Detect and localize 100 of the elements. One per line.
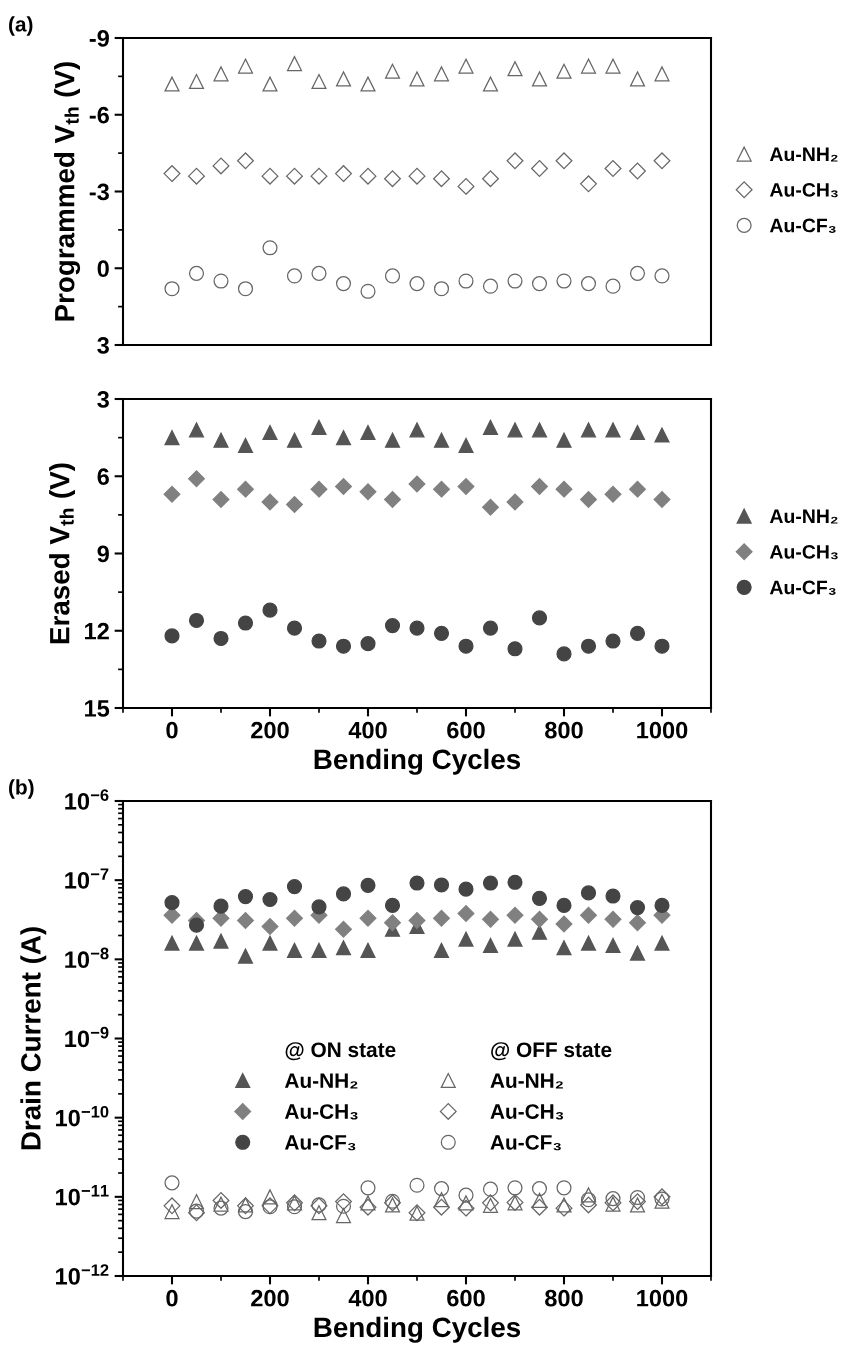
- point: [311, 899, 327, 915]
- point: [311, 265, 327, 281]
- point: [433, 909, 450, 927]
- point: [335, 886, 352, 902]
- x-tick-label: 400: [348, 1289, 387, 1307]
- point: [237, 437, 254, 453]
- point: [286, 879, 303, 895]
- point: [433, 625, 450, 641]
- point: [531, 910, 548, 928]
- point: [310, 480, 328, 498]
- point: [360, 76, 376, 92]
- point: [556, 1180, 572, 1196]
- point: [335, 940, 352, 956]
- point: [335, 1193, 352, 1211]
- point: [556, 646, 572, 662]
- y-tick-label: -3: [89, 183, 109, 201]
- point: [458, 638, 474, 654]
- x-tick-label: 1000: [637, 721, 688, 739]
- point: [360, 283, 376, 299]
- y-axis-title: Erased V$_{th}$ (V): [49, 463, 75, 644]
- x-tick-label: 800: [545, 1289, 583, 1307]
- point: [482, 1181, 499, 1197]
- y-tick-label: 15: [85, 700, 110, 717]
- point: [580, 276, 597, 292]
- point: [629, 1193, 646, 1211]
- point: [261, 493, 279, 511]
- point: [163, 1197, 181, 1215]
- point: [629, 162, 646, 180]
- point: [409, 71, 425, 87]
- point: [384, 914, 401, 932]
- point: [335, 920, 352, 938]
- point: [605, 633, 621, 649]
- point: [286, 56, 303, 72]
- y-tick-label: 10$^{−7}$: [65, 868, 109, 889]
- point: [212, 490, 230, 508]
- point: [457, 904, 475, 922]
- point: [164, 430, 180, 446]
- point: [409, 276, 425, 292]
- point: [237, 281, 254, 297]
- point: [433, 480, 450, 498]
- point: [335, 1198, 352, 1214]
- point: [335, 1207, 352, 1224]
- point: [384, 897, 401, 913]
- point: [458, 1195, 474, 1211]
- point: [555, 1199, 573, 1217]
- point: [384, 268, 401, 284]
- point: [286, 432, 303, 448]
- point: [604, 910, 622, 928]
- point: [262, 424, 278, 441]
- point: [531, 610, 548, 626]
- point: [261, 918, 279, 935]
- point: [164, 935, 180, 951]
- point: [531, 1192, 548, 1209]
- point: [433, 1181, 450, 1197]
- point: [580, 175, 597, 193]
- point: [262, 76, 278, 92]
- legend-label: Au-CH₃: [490, 1104, 564, 1120]
- point: [605, 888, 621, 904]
- point: [188, 265, 205, 281]
- x-axis-title: Bending Cycles: [314, 748, 521, 775]
- point: [654, 66, 670, 82]
- point: [360, 1180, 376, 1196]
- point: [555, 480, 573, 498]
- point: [580, 422, 597, 438]
- point: [384, 170, 401, 188]
- point: [360, 424, 376, 441]
- legend-label: Au-CH₃: [284, 1104, 358, 1120]
- point: [335, 638, 352, 654]
- point: [507, 273, 523, 289]
- y-tick-label: 10$^{−9}$: [65, 1026, 109, 1048]
- point: [433, 942, 450, 958]
- point: [163, 485, 181, 503]
- point: [507, 61, 523, 77]
- y-tick-label: 6: [97, 468, 109, 486]
- y-tick-label: 9: [97, 545, 109, 563]
- point: [237, 480, 254, 498]
- y-tick-label: 3: [97, 391, 109, 408]
- point: [458, 931, 474, 947]
- point: [286, 167, 303, 185]
- point: [213, 273, 229, 289]
- y-tick-label: -6: [89, 106, 109, 124]
- point: [212, 1191, 230, 1209]
- y-tick-label: 10$^{−6}$: [65, 789, 109, 810]
- point: [384, 490, 401, 508]
- point: [360, 1195, 376, 1211]
- point: [188, 917, 205, 933]
- point: [213, 66, 229, 82]
- y-tick-label: 10$^{−8}$: [65, 947, 109, 969]
- point: [629, 265, 646, 281]
- legend-label: Au-CF₃: [769, 580, 836, 595]
- point: [335, 276, 352, 292]
- point: [408, 167, 426, 185]
- point: [237, 615, 254, 631]
- point: [654, 427, 670, 443]
- point: [384, 618, 401, 634]
- point: [164, 76, 180, 92]
- legend-label: Au-CH₃: [769, 182, 838, 198]
- point: [433, 281, 450, 297]
- point: [580, 638, 597, 654]
- point: [409, 1177, 425, 1193]
